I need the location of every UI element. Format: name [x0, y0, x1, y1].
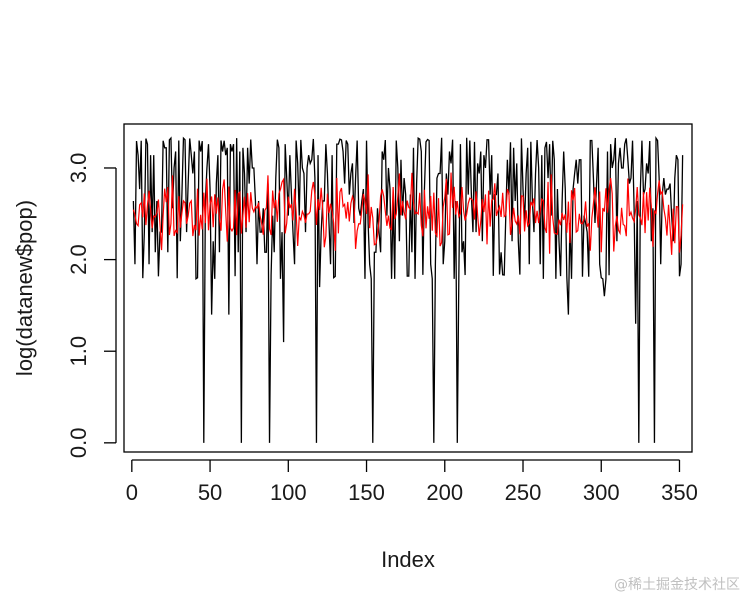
- x-tick-label: 50: [198, 480, 222, 505]
- x-tick-label: 250: [505, 480, 542, 505]
- plot-lines: [132, 135, 684, 443]
- y-tick-label: 2.0: [66, 244, 91, 275]
- y-tick-label: 1.0: [66, 336, 91, 367]
- x-axis-title: Index: [381, 547, 435, 572]
- x-tick-label: 150: [348, 480, 385, 505]
- series-line-black: [132, 135, 684, 443]
- y-axis-title: log(datanew$pop): [12, 200, 37, 376]
- x-tick-label: 200: [426, 480, 463, 505]
- watermark: @稀土掘金技术社区: [614, 577, 740, 593]
- x-axis: 0 50 100 150 200 250 300 350: [126, 459, 698, 505]
- x-tick-label: 0: [126, 480, 138, 505]
- y-axis: 0.0 1.0 2.0 3.0: [66, 153, 117, 459]
- plot-box: [123, 123, 693, 453]
- x-tick-label: 350: [661, 480, 698, 505]
- x-tick-label: 300: [583, 480, 620, 505]
- x-tick-label: 100: [270, 480, 307, 505]
- y-tick-label: 3.0: [66, 153, 91, 184]
- y-tick-label: 0.0: [66, 428, 91, 459]
- series-line-red: [132, 172, 684, 255]
